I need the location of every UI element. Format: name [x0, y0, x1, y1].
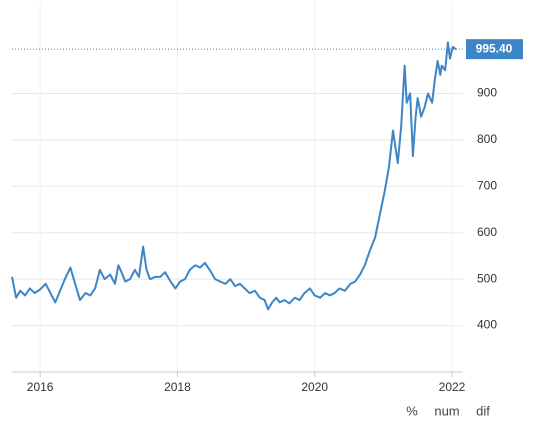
toggle-button[interactable]: dif — [476, 403, 490, 418]
y-tick-label: 800 — [477, 132, 497, 146]
x-tick-label: 2016 — [27, 380, 54, 394]
y-tick-label: 400 — [477, 318, 497, 332]
current-value-label: 995.40 — [476, 41, 513, 55]
y-tick-label: 600 — [477, 225, 497, 239]
x-tick-label: 2022 — [439, 380, 466, 394]
x-tick-label: 2018 — [164, 380, 191, 394]
y-tick-label: 500 — [477, 271, 497, 285]
y-tick-label: 900 — [477, 86, 497, 100]
current-value-box — [466, 39, 523, 60]
x-tick-label: 2020 — [301, 380, 328, 394]
toggle-button[interactable]: % — [406, 403, 418, 418]
toggle-button[interactable]: num — [434, 403, 459, 418]
line-series — [11, 41, 457, 311]
y-tick-label: 700 — [477, 178, 497, 192]
